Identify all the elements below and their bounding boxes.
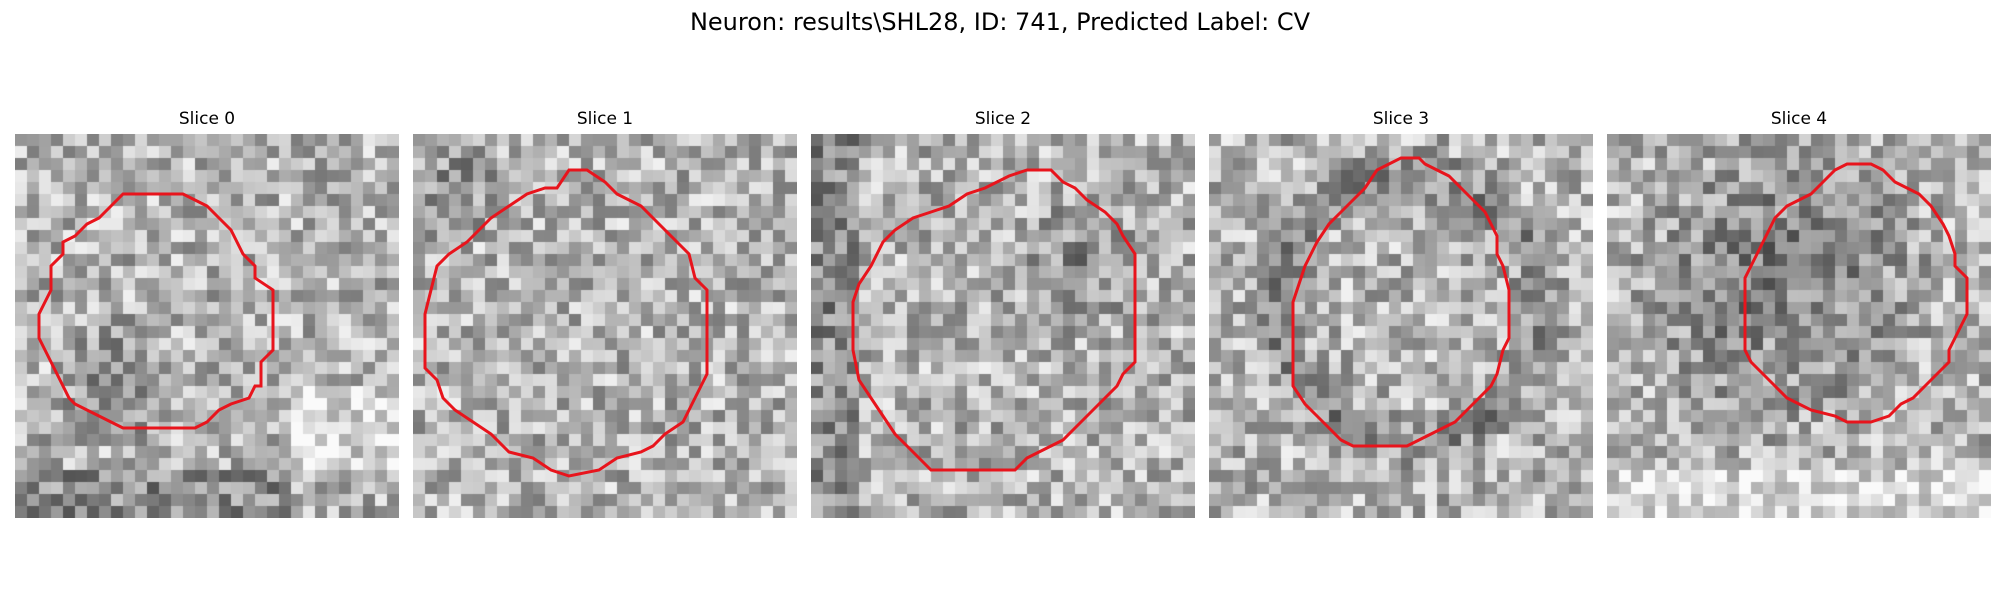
- slice-title-2: Slice 2: [974, 109, 1032, 129]
- slice-title-1: Slice 1: [576, 109, 634, 129]
- grayscale-slice-0: [15, 134, 399, 518]
- neuron-contour-1: [423, 168, 709, 478]
- slice-image-4: [1607, 134, 1991, 518]
- grayscale-slice-3: [1209, 134, 1593, 518]
- neuron-contour-2: [851, 168, 1137, 472]
- figure-title: Neuron: results\SHL28, ID: 741, Predicte…: [689, 8, 1311, 36]
- slice-image-2: [811, 134, 1195, 518]
- slice-panel-4: Slice 4: [1607, 106, 1991, 518]
- slice-panel-1: Slice 1: [413, 106, 797, 518]
- neuron-contour-0: [37, 192, 275, 430]
- grayscale-slice-1: [413, 134, 797, 518]
- contour-overlay-3: [1291, 156, 1511, 448]
- grayscale-slice-2: [811, 134, 1195, 518]
- slice-panel-2: Slice 2: [811, 106, 1195, 518]
- neuron-contour-4: [1743, 162, 1969, 424]
- contour-overlay-2: [851, 168, 1137, 472]
- contour-overlay-4: [1743, 162, 1969, 424]
- slice-title-0: Slice 0: [178, 109, 236, 129]
- neuron-contour-3: [1291, 156, 1511, 448]
- contour-overlay-0: [37, 192, 275, 430]
- slice-panel-0: Slice 0: [15, 106, 399, 518]
- contour-overlay-1: [423, 168, 709, 478]
- slice-image-3: [1209, 134, 1593, 518]
- slice-title-3: Slice 3: [1372, 109, 1430, 129]
- slice-image-1: [413, 134, 797, 518]
- slice-panel-3: Slice 3: [1209, 106, 1593, 518]
- slice-image-0: [15, 134, 399, 518]
- slice-title-4: Slice 4: [1770, 109, 1828, 129]
- grayscale-slice-4: [1607, 134, 1991, 518]
